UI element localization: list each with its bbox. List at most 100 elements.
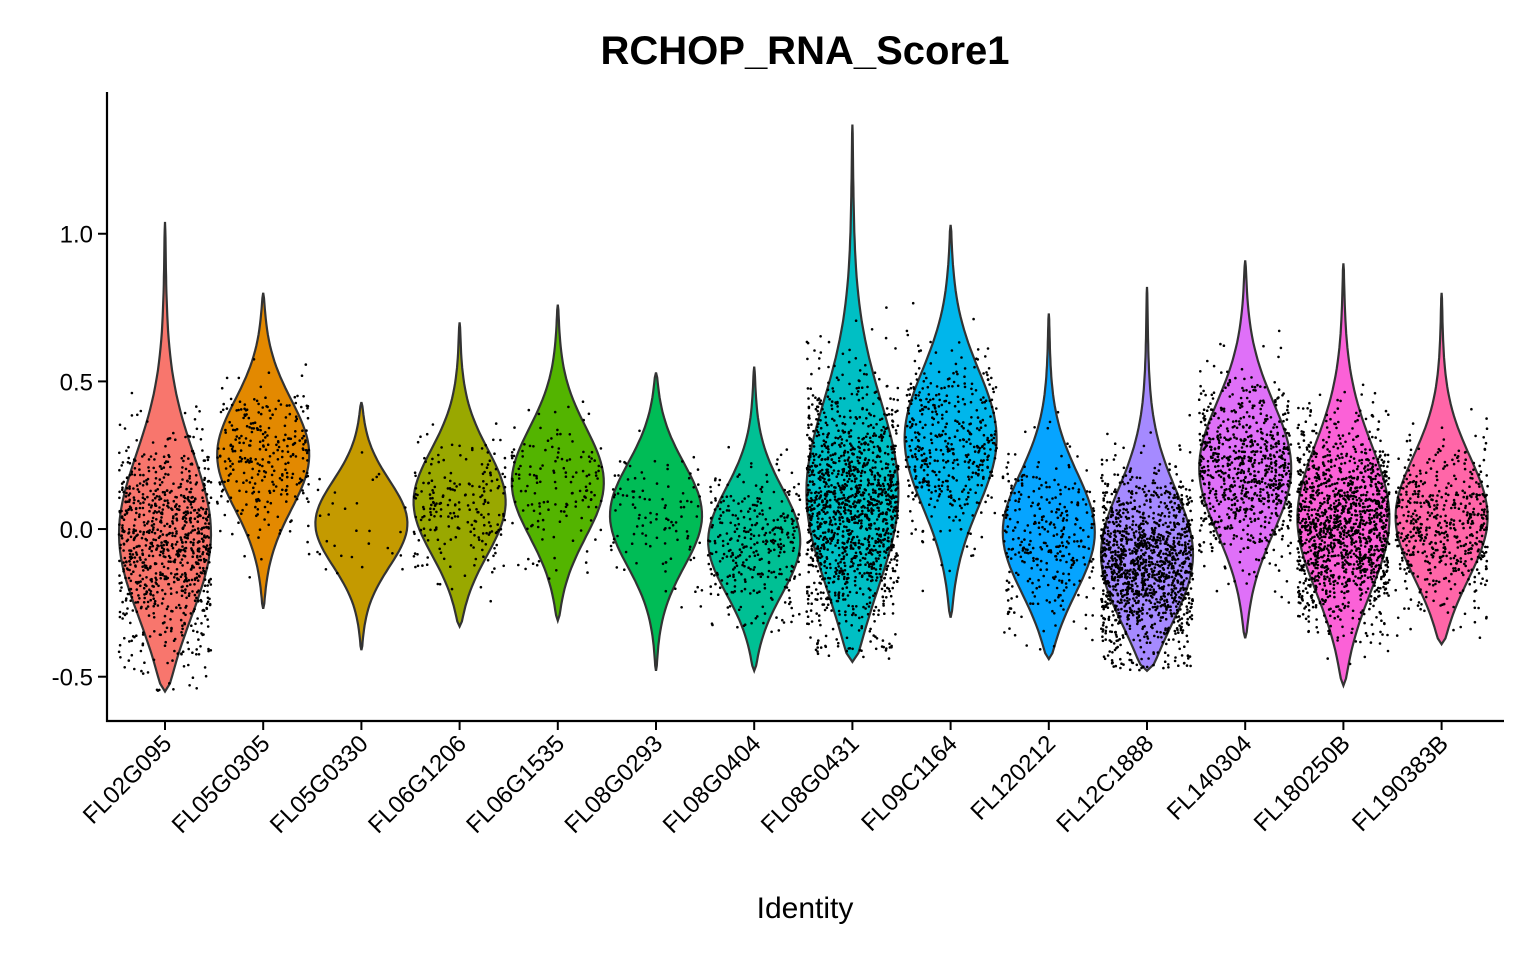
point-FL12C1888 <box>1112 522 1116 525</box>
point-FL12C1888 <box>1175 605 1178 608</box>
point-FL09C1164 <box>986 378 990 381</box>
point-FL06G1535 <box>526 484 529 488</box>
point-FL09C1164 <box>970 387 973 391</box>
point-FL08G0431 <box>882 518 885 521</box>
point-FL05G0305 <box>305 471 309 475</box>
point-FL09C1164 <box>952 371 955 375</box>
point-FL08G0431 <box>814 490 818 494</box>
point-FL02G095 <box>142 601 146 604</box>
point-FL08G0431 <box>858 450 861 453</box>
point-FL08G0404 <box>770 571 773 574</box>
point-FL02G095 <box>185 596 188 600</box>
point-FL02G095 <box>200 571 204 575</box>
point-FL12C1888 <box>1114 454 1117 457</box>
point-FL08G0431 <box>840 558 843 561</box>
point-FL08G0431 <box>886 548 889 551</box>
point-FL08G0404 <box>767 547 771 551</box>
point-FL08G0431 <box>837 501 840 505</box>
point-FL12C1888 <box>1108 500 1112 504</box>
point-FL06G1206 <box>442 458 446 462</box>
point-FL02G095 <box>183 515 186 518</box>
point-FL08G0431 <box>830 443 834 447</box>
point-FL05G0305 <box>227 479 230 482</box>
point-FL08G0431 <box>809 455 812 459</box>
point-FL06G1206 <box>459 454 462 457</box>
point-FL08G0404 <box>739 509 743 513</box>
point-FL08G0404 <box>716 593 720 596</box>
point-FL05G0305 <box>280 455 284 459</box>
point-FL08G0431 <box>810 563 814 567</box>
point-FL08G0293 <box>699 605 703 608</box>
point-FL08G0293 <box>685 530 689 533</box>
point-FL06G1206 <box>450 516 454 520</box>
point-FL08G0431 <box>883 612 886 615</box>
point-FL09C1164 <box>921 589 925 593</box>
point-FL02G095 <box>142 453 146 456</box>
point-FL02G095 <box>199 555 202 558</box>
point-FL120212 <box>1037 502 1040 506</box>
point-FL08G0404 <box>793 577 796 580</box>
point-FL08G0431 <box>823 577 827 580</box>
point-FL12C1888 <box>1113 531 1117 534</box>
point-FL09C1164 <box>949 502 952 506</box>
point-FL120212 <box>1005 579 1009 583</box>
point-FL02G095 <box>181 585 184 588</box>
point-FL08G0404 <box>707 562 711 566</box>
point-FL02G095 <box>141 633 145 636</box>
point-FL02G095 <box>118 615 122 619</box>
point-FL09C1164 <box>987 454 990 458</box>
point-FL12C1888 <box>1158 570 1162 573</box>
point-FL08G0431 <box>835 402 838 405</box>
point-FL09C1164 <box>921 530 924 533</box>
point-FL02G095 <box>140 669 143 673</box>
point-FL08G0431 <box>872 609 876 612</box>
point-FL08G0293 <box>676 538 679 542</box>
point-FL08G0431 <box>857 515 860 519</box>
point-FL08G0431 <box>862 655 865 659</box>
point-FL06G1206 <box>501 472 505 476</box>
point-FL09C1164 <box>966 531 970 535</box>
point-FL08G0431 <box>874 434 878 437</box>
point-FL12C1888 <box>1164 627 1167 630</box>
point-FL02G095 <box>200 632 203 635</box>
point-FL02G095 <box>207 501 211 505</box>
point-FL08G0404 <box>749 546 753 550</box>
point-FL08G0431 <box>888 495 891 498</box>
point-FL08G0404 <box>783 550 786 554</box>
point-FL12C1888 <box>1184 488 1188 491</box>
point-FL12C1888 <box>1144 494 1147 498</box>
point-FL08G0431 <box>867 479 870 482</box>
point-FL120212 <box>1019 543 1022 547</box>
point-FL09C1164 <box>951 475 954 479</box>
point-FL12C1888 <box>1183 535 1187 538</box>
point-FL08G0404 <box>731 513 735 517</box>
point-FL02G095 <box>129 579 133 583</box>
point-FL02G095 <box>160 521 163 524</box>
point-FL08G0431 <box>830 407 834 411</box>
point-FL06G1535 <box>528 444 532 448</box>
point-FL08G0431 <box>825 566 829 570</box>
point-FL06G1535 <box>517 467 521 471</box>
point-FL06G1535 <box>547 508 550 512</box>
violin-FL08G0404 <box>707 366 802 674</box>
point-FL09C1164 <box>925 376 928 380</box>
point-FL08G0431 <box>816 409 819 413</box>
point-FL06G1535 <box>541 538 544 541</box>
point-FL08G0293 <box>613 493 617 497</box>
point-FL09C1164 <box>970 554 973 558</box>
point-FL09C1164 <box>981 418 985 422</box>
point-FL02G095 <box>124 500 127 504</box>
point-FL08G0404 <box>737 608 741 612</box>
point-FL09C1164 <box>973 547 976 551</box>
point-FL120212 <box>1092 513 1095 517</box>
point-FL12C1888 <box>1101 635 1104 638</box>
point-FL02G095 <box>197 547 200 551</box>
point-FL08G0431 <box>882 425 885 429</box>
point-FL08G0431 <box>878 554 881 557</box>
point-FL12C1888 <box>1118 481 1122 485</box>
point-FL06G1206 <box>472 527 476 531</box>
point-FL09C1164 <box>918 501 922 504</box>
point-FL08G0431 <box>879 492 882 496</box>
point-FL05G0305 <box>218 454 222 458</box>
point-FL09C1164 <box>933 470 936 474</box>
